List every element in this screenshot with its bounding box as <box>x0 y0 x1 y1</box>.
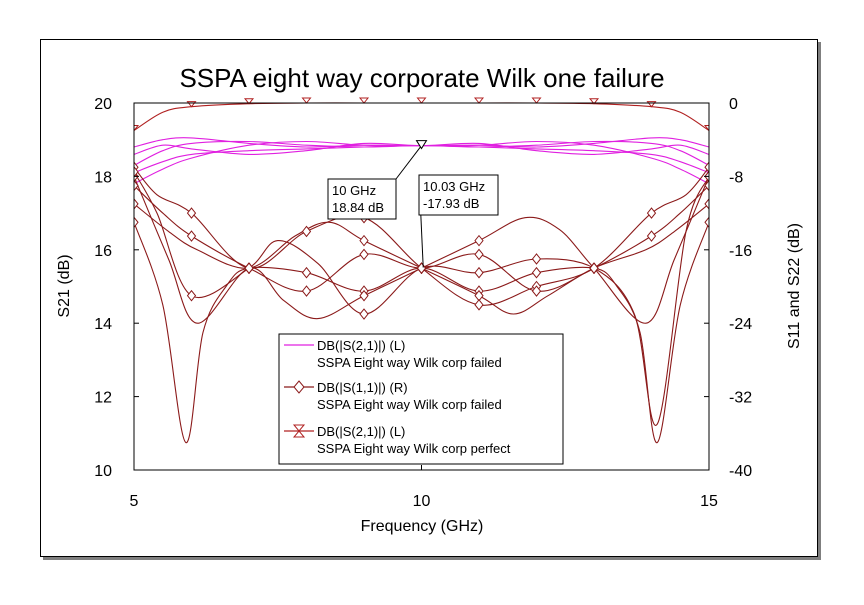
diamond-marker <box>704 216 709 229</box>
x-tick-label: 15 <box>700 493 718 510</box>
marker-box <box>418 174 499 216</box>
y-right-tick-label: -8 <box>729 169 743 186</box>
y-left-tick-label: 16 <box>94 243 112 260</box>
legend-item-1-line2: SSPA Eight way Wilk corp failed <box>317 355 502 370</box>
diamond-marker <box>134 216 139 229</box>
y-axis-right-label: S11 and S22 (dB) <box>786 223 803 349</box>
y-right-tick-label: 0 <box>729 96 738 113</box>
marker-leader-line <box>395 145 422 180</box>
diamond-marker <box>531 285 542 297</box>
triangle-marker <box>416 97 427 104</box>
triangle-marker <box>134 125 140 132</box>
diamond-marker <box>134 179 139 192</box>
triangle-marker <box>531 97 542 104</box>
diamond-marker <box>359 308 369 320</box>
y-left-tick-label: 14 <box>94 316 112 333</box>
diamond-marker <box>474 234 484 247</box>
diamond-marker <box>134 166 139 178</box>
marker-label-value: -17.93 dB <box>423 196 479 211</box>
triangle-marker <box>703 125 709 132</box>
legend-item-3-line2: SSPA Eight way Wilk corp perfect <box>317 441 511 456</box>
x-tick-label: 5 <box>130 493 139 510</box>
diamond-marker-icon <box>293 380 305 394</box>
x-tick-label: 10 <box>413 493 431 510</box>
diamond-marker <box>186 230 197 242</box>
series-line-12 <box>134 171 709 426</box>
diamond-marker <box>301 285 312 297</box>
diamond-marker <box>359 248 369 261</box>
y-right-tick-label: -16 <box>729 243 752 260</box>
diamond-marker <box>531 266 542 279</box>
y-right-tick-label: -24 <box>729 316 752 333</box>
diamond-marker <box>134 198 139 210</box>
diamond-marker <box>474 248 484 261</box>
y-left-tick-label: 20 <box>94 96 112 113</box>
x-axis-label: Frequency (GHz) <box>361 518 484 535</box>
diamond-marker <box>244 262 254 274</box>
marker-triangle-icon <box>415 140 428 150</box>
diamond-marker <box>186 289 197 302</box>
y-left-tick-label: 12 <box>94 390 112 407</box>
legend-item-3-line1: DB(|S(2,1)|) (L) <box>317 424 405 439</box>
diamond-marker <box>301 266 312 279</box>
diamond-marker <box>531 253 542 265</box>
series-line-1 <box>134 102 709 131</box>
chart-frame <box>40 39 818 557</box>
marker-box <box>327 178 397 220</box>
legend: DB(|S(2,1)|) (L) SSPA Eight way Wilk cor… <box>278 333 564 465</box>
axis-ticks: 5 10 15 10 12 14 16 18 20 -40 -32 -24 -16 -8 0 <box>94 96 752 510</box>
diamond-marker <box>474 299 484 311</box>
marker-callouts: 10 GHz 18.84 dB 10.03 GHz -17.93 dB <box>327 140 499 268</box>
diamond-marker <box>704 179 709 192</box>
diamond-marker <box>704 198 709 210</box>
marker-label-freq: 10 GHz <box>332 183 376 198</box>
y-right-tick-label: -32 <box>729 390 752 407</box>
triangle-marker <box>473 97 485 104</box>
diamond-marker <box>301 225 312 238</box>
series-line-6 <box>134 145 709 174</box>
diamond-marker <box>704 161 709 174</box>
legend-box <box>278 333 564 465</box>
marker-label-value: 18.84 dB <box>332 200 384 215</box>
y-axis-left-label: S21 (dB) <box>56 254 73 317</box>
diamond-marker <box>589 262 599 274</box>
diamond-marker <box>474 266 484 279</box>
triangle-marker <box>301 97 312 104</box>
diamond-marker <box>646 207 657 219</box>
diamond-marker <box>646 230 657 242</box>
triangle-marker <box>358 97 370 104</box>
triangle-marker <box>243 98 255 105</box>
diamond-marker <box>359 234 369 247</box>
triangle-marker <box>588 98 600 105</box>
diamond-marker <box>416 262 427 274</box>
y-right-tick-label: -40 <box>729 463 752 480</box>
marker-label-freq: 10.03 GHz <box>423 179 485 194</box>
legend-item-2-line1: DB(|S(1,1)|) (R) <box>317 380 408 395</box>
hourglass-marker-icon <box>292 424 306 438</box>
y-left-tick-label: 10 <box>94 463 112 480</box>
chart-title: SSPA eight way corporate Wilk one failur… <box>179 63 664 93</box>
legend-item-2-line2: SSPA Eight way Wilk corp failed <box>317 397 502 412</box>
diamond-marker <box>186 207 197 219</box>
legend-item-1-line1: DB(|S(2,1)|) (L) <box>317 338 405 353</box>
y-left-tick-label: 18 <box>94 169 112 186</box>
diamond-marker <box>359 289 369 302</box>
